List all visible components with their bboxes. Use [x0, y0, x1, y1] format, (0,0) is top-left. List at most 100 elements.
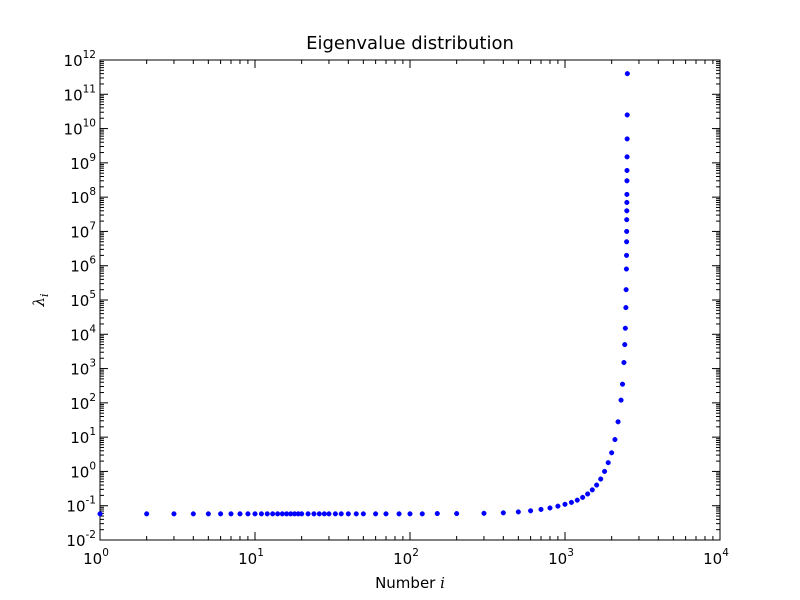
- y-tick-label: 107: [70, 220, 96, 241]
- data-point: [618, 397, 624, 403]
- data-point: [624, 217, 630, 223]
- data-point: [270, 511, 276, 517]
- data-point: [623, 287, 629, 293]
- data-point: [619, 381, 626, 387]
- plot-frame: [99, 59, 721, 541]
- y-axis-label: λi: [30, 293, 51, 307]
- y-tick-base: 10: [70, 155, 89, 173]
- data-point: [528, 508, 534, 514]
- data-point: [321, 511, 327, 517]
- data-point: [624, 112, 630, 118]
- y-tick-base: 10: [70, 189, 89, 207]
- data-point: [500, 510, 506, 516]
- data-point: [574, 497, 580, 503]
- y-tick-label: 101: [70, 426, 96, 447]
- data-point: [252, 511, 258, 517]
- x-tick-exp: 4: [722, 547, 729, 559]
- x-tick-base: 10: [238, 550, 257, 568]
- data-point: [171, 511, 177, 517]
- x-tick-exp: 1: [257, 547, 264, 559]
- y-axis-label-subscript: i: [38, 293, 51, 297]
- x-tick-base: 10: [83, 550, 102, 568]
- y-tick-exp: -1: [86, 495, 96, 507]
- data-point: [190, 511, 196, 517]
- x-tick-label: 103: [548, 547, 574, 568]
- data-point: [345, 511, 351, 517]
- data-point: [279, 511, 285, 517]
- data-point: [609, 450, 615, 456]
- y-tick-base: 10: [64, 121, 83, 139]
- y-tick-base: 10: [70, 258, 89, 276]
- data-point: [407, 511, 413, 517]
- data-point: [624, 199, 630, 205]
- y-tick-exp: 9: [89, 152, 96, 164]
- y-tick-exp: 0: [89, 460, 96, 472]
- data-point: [624, 191, 630, 197]
- y-tick-exp: 3: [89, 358, 96, 370]
- data-point: [624, 167, 630, 174]
- data-point: [97, 511, 103, 517]
- data-point: [538, 506, 544, 512]
- data-point: [598, 476, 604, 482]
- data-point: [589, 487, 595, 493]
- data-point: [481, 510, 487, 516]
- y-tick-base: 10: [66, 498, 85, 516]
- y-tick-exp: 2: [89, 392, 96, 404]
- data-point: [434, 511, 440, 517]
- data-point: [623, 305, 629, 311]
- svg-text:λi: λi: [30, 293, 51, 307]
- data-point: [612, 437, 618, 443]
- y-tick-label: 106: [70, 255, 96, 276]
- data-point: [383, 511, 389, 517]
- data-point: [332, 511, 338, 517]
- x-axis-label: Number i: [375, 574, 445, 592]
- data-point: [624, 154, 630, 160]
- y-tick-base: 10: [66, 532, 85, 550]
- data-point: [245, 511, 251, 517]
- y-tick-label: 102: [70, 392, 96, 413]
- data-point: [299, 511, 305, 517]
- x-tick-labels: 100 101 102 103 104: [83, 547, 729, 568]
- x-tick-label: 100: [83, 547, 109, 568]
- data-point: [515, 509, 521, 515]
- data-point: [419, 511, 425, 517]
- data-point: [623, 266, 629, 272]
- x-tick-base: 10: [703, 550, 722, 568]
- data-point: [624, 136, 630, 142]
- data-point: [621, 359, 627, 366]
- data-point: [602, 468, 608, 474]
- data-point: [568, 499, 574, 505]
- y-tick-exp: -2: [86, 529, 96, 541]
- x-tick-base: 10: [393, 550, 412, 568]
- y-tick-base: 10: [70, 326, 89, 344]
- data-point: [555, 503, 561, 509]
- y-tick-exp: 4: [89, 323, 96, 335]
- y-tick-label: 1012: [64, 49, 96, 70]
- y-tick-exp: 6: [89, 255, 96, 267]
- data-point: [624, 71, 630, 77]
- x-axis-label-symbol: i: [440, 574, 445, 592]
- y-tick-base: 10: [64, 86, 83, 104]
- data-point: [228, 511, 234, 517]
- data-point: [547, 505, 553, 511]
- data-point: [316, 511, 322, 517]
- data-point: [624, 178, 630, 184]
- data-point: [305, 511, 311, 517]
- data-point: [605, 460, 611, 466]
- data-point: [562, 501, 568, 507]
- y-tick-labels: 10-210-110010110210310410510610710810910…: [64, 49, 97, 550]
- y-tick-label: 1011: [64, 83, 96, 104]
- y-tick-label: 104: [70, 323, 96, 344]
- data-point: [624, 228, 630, 234]
- y-tick-label: 10-2: [66, 529, 96, 550]
- x-tick-exp: 3: [567, 547, 574, 559]
- y-tick-label: 109: [70, 152, 96, 173]
- y-tick-exp: 10: [83, 118, 96, 130]
- data-point: [454, 511, 460, 517]
- y-tick-label: 10-1: [66, 495, 96, 516]
- x-tick-base: 10: [548, 550, 567, 568]
- x-tick-exp: 0: [102, 547, 109, 559]
- data-point: [353, 511, 359, 517]
- data-point: [338, 511, 344, 517]
- y-tick-base: 10: [70, 292, 89, 310]
